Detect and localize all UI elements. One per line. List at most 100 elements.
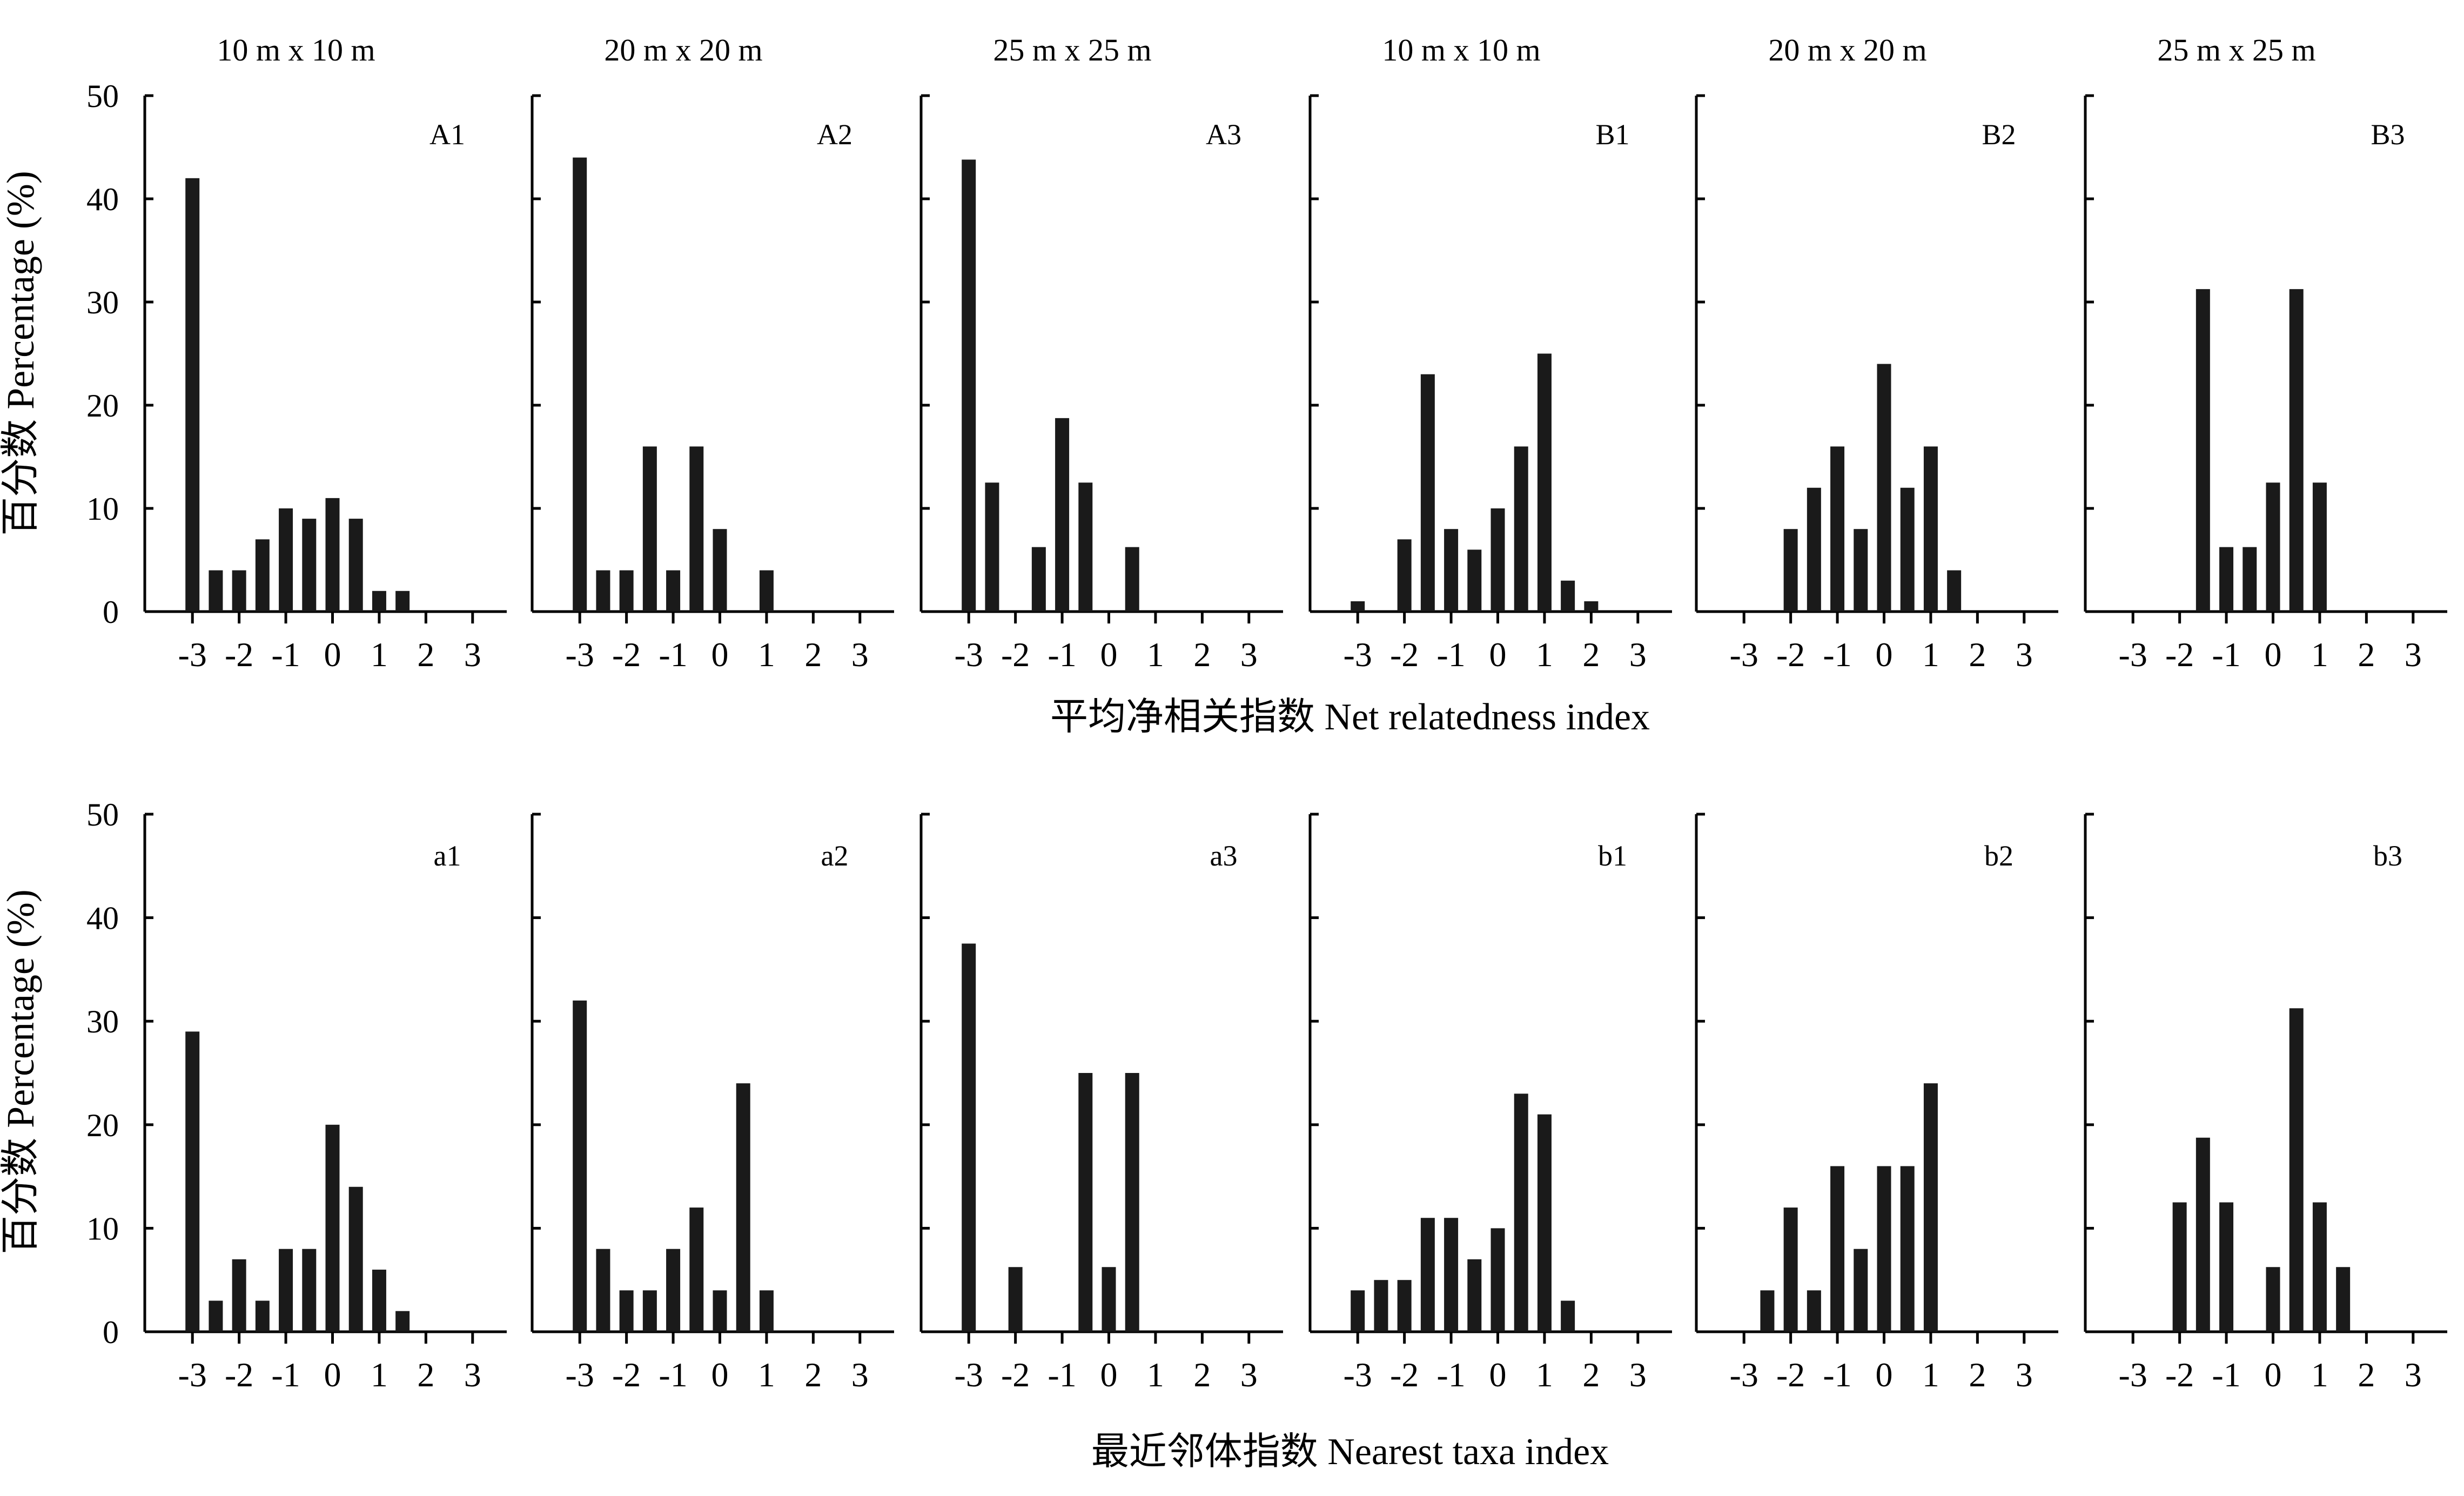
x-tick-label: -2 [1390,1356,1419,1394]
histogram-bar [1783,1207,1798,1332]
panel-label: b3 [2373,840,2402,872]
histogram-bar [962,159,976,612]
histogram-bar [255,539,270,612]
histogram-bar [1125,547,1139,612]
x-tick-label: 2 [804,635,822,674]
histogram-bar [713,1290,727,1332]
histogram-bar [302,519,317,612]
histogram-bar [1877,364,1891,612]
histogram-bar [1055,418,1070,612]
panel-scale-heading: 10 m x 10 m [217,32,375,68]
x-tick-label: -3 [178,635,207,674]
y-tick-label: 40 [86,901,119,936]
x-axis-label: 平均净相关指数 Net relatedness index [1050,696,1650,738]
x-tick-label: 0 [711,1356,729,1394]
panel-label: B1 [1595,118,1629,151]
x-tick-label: 1 [1922,635,1939,674]
x-tick-label: 2 [417,635,434,674]
x-tick-label: 1 [758,635,775,674]
histogram-bar [2219,1202,2234,1332]
panel-label: a1 [434,840,461,872]
histogram-bar [619,570,634,612]
histogram-bar [1854,1249,1868,1332]
x-tick-label: -1 [1436,635,1465,674]
y-tick-label: 30 [86,285,119,320]
x-tick-label: -2 [225,635,253,674]
x-tick-label: 0 [1489,1356,1507,1394]
x-tick-label: 1 [371,635,388,674]
x-tick-label: -3 [2119,635,2147,674]
y-axis-label: 百分数 Percentage (%) [0,889,42,1255]
x-tick-label: 0 [2265,1356,2282,1394]
histogram-bar [1923,1083,1938,1332]
histogram-bar [1514,1094,1528,1332]
x-tick-label: 3 [464,635,481,674]
histogram-bar [1514,446,1528,612]
panel-label: b1 [1598,840,1627,872]
histogram-bar [1420,374,1435,612]
histogram-bar [1491,1228,1505,1332]
x-tick-label: -1 [1823,1356,1851,1394]
y-tick-label: 10 [86,1211,119,1246]
x-tick-label: -3 [1730,1356,1758,1394]
histogram-bar [642,1290,657,1332]
x-tick-label: -2 [2165,1356,2194,1394]
panel-label: B2 [1982,118,2016,151]
histogram-bar [1561,580,1575,612]
histogram-bar [1491,508,1505,612]
histogram-bar [1807,1290,1821,1332]
x-tick-label: -3 [566,635,594,674]
x-tick-label: 0 [1489,635,1507,674]
histogram-bar [985,482,999,612]
panel-label: B3 [2371,118,2405,151]
x-tick-label: 2 [417,1356,434,1394]
x-tick-label: -3 [1344,1356,1372,1394]
histogram-bar [1467,1259,1482,1332]
histogram-bar [1008,1267,1023,1332]
panel-scale-heading: 25 m x 25 m [2157,32,2315,68]
x-tick-label: 0 [1876,635,1893,674]
histogram-bar [2266,1267,2280,1332]
histogram-bar [1900,487,1915,612]
histogram-bar [279,1249,293,1332]
x-tick-label: -2 [2165,635,2194,674]
histogram-bar [232,1259,246,1332]
x-tick-label: 2 [1969,635,1986,674]
histogram-bar [1830,446,1845,612]
panel-label: a3 [1210,840,1238,872]
histogram-bar [2336,1267,2351,1332]
x-tick-label: -2 [1776,1356,1805,1394]
panel-label: a2 [821,840,849,872]
histogram-bar [1031,547,1046,612]
histogram-bar [1397,1280,1412,1332]
x-tick-label: 1 [1147,1356,1164,1394]
x-tick-label: 2 [1582,1356,1600,1394]
x-tick-label: 1 [758,1356,775,1394]
histogram-bar [1397,539,1412,612]
histogram-bar [395,1311,410,1332]
x-tick-label: -1 [271,1356,300,1394]
panel-label: b2 [1984,840,2013,872]
y-tick-label: 0 [103,594,119,630]
histogram-bar [759,1290,774,1332]
histogram-bar [2172,1202,2187,1332]
histogram-bar [2196,1137,2210,1332]
y-tick-label: 0 [103,1314,119,1350]
x-tick-label: -2 [1390,635,1419,674]
histogram-bar [302,1249,317,1332]
histogram-bar [2312,1202,2327,1332]
x-axis-label: 最近邻体指数 Nearest taxa index [1091,1431,1609,1473]
panel-label: A3 [1206,118,1241,151]
x-tick-label: -2 [225,1356,253,1394]
histogram-bar [209,570,223,612]
histogram-bar [1584,601,1599,612]
histogram-bar [2219,547,2234,612]
histogram-bar [573,157,587,612]
histogram-bar [325,498,340,612]
x-tick-label: 3 [464,1356,481,1394]
x-tick-label: 3 [2405,1356,2422,1394]
x-tick-label: 3 [2016,1356,2033,1394]
histogram-bar [1125,1073,1139,1332]
x-tick-label: 0 [2265,635,2282,674]
histogram-bar [713,529,727,612]
